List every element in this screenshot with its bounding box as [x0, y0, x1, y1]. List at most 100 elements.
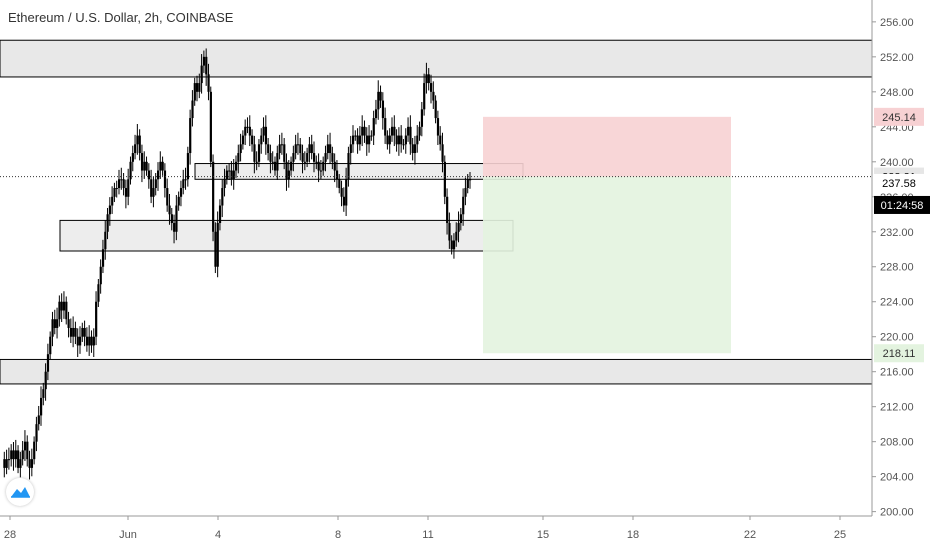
candle-body [241, 135, 245, 145]
candles-layer [3, 48, 472, 480]
candle-body [33, 441, 36, 460]
candle-body [205, 56, 208, 75]
candle-body [166, 188, 169, 206]
position-target-zone [483, 176, 731, 354]
candle-body [439, 135, 442, 145]
candle-body [85, 336, 89, 346]
candle-body [193, 83, 196, 101]
y-tick-label: 216.00 [880, 367, 914, 379]
candle-body [457, 223, 460, 232]
candle-body [331, 153, 334, 162]
candle-body [269, 153, 272, 162]
candle-body [391, 126, 394, 136]
candle-body [67, 319, 70, 328]
candle-body [216, 223, 219, 267]
candle-body [214, 231, 217, 267]
candle-body [459, 214, 463, 224]
tradingview-logo-icon[interactable] [6, 478, 34, 506]
candle-body [294, 144, 297, 154]
candle-body [329, 144, 332, 154]
candle-body [95, 301, 98, 337]
candle-body [230, 170, 233, 180]
candle-body [384, 118, 387, 136]
candle-body [361, 126, 364, 136]
candle-body [58, 301, 61, 320]
candle-body [120, 179, 123, 181]
candle-body [443, 161, 446, 197]
candle-body [372, 118, 375, 136]
candle-body [248, 126, 251, 136]
candle-body [340, 188, 343, 197]
price-tag-target-bg [874, 344, 924, 363]
candle-body [19, 459, 22, 468]
candle-body [177, 196, 180, 206]
candle-body [244, 126, 247, 136]
candle-body [5, 459, 8, 468]
candle-body [212, 161, 215, 232]
candle-body [168, 205, 171, 215]
candle-body [191, 100, 194, 119]
candle-body [416, 135, 419, 145]
candle-body [106, 214, 109, 232]
candle-body [425, 74, 428, 84]
candle-body [423, 83, 426, 110]
candle-body [115, 188, 118, 190]
candle-body [264, 126, 268, 145]
candle-body [23, 441, 27, 451]
candle-body [207, 74, 210, 92]
candle-body [12, 450, 15, 460]
candle-body [83, 327, 86, 337]
candle-body [147, 170, 151, 180]
candle-body [40, 397, 43, 416]
candle-body [432, 91, 435, 101]
zones-layer [0, 39, 873, 385]
candle-body [430, 83, 433, 92]
zone-support-216 [0, 358, 873, 385]
candle-body [299, 144, 302, 154]
candle-body [292, 153, 295, 162]
candle-body [161, 161, 164, 171]
price-tag-last-bg [874, 173, 924, 192]
candle-body [157, 170, 160, 180]
candle-body [44, 371, 47, 390]
candle-body [99, 266, 102, 285]
candle-body [134, 144, 137, 154]
candle-body [379, 91, 382, 101]
candle-body [335, 170, 339, 180]
y-tick-label: 232.00 [880, 227, 914, 239]
candle-body [221, 188, 224, 206]
candle-body [441, 144, 444, 162]
candle-body [349, 144, 352, 154]
candle-body [274, 161, 277, 171]
candle-body [143, 161, 146, 171]
candle-body [324, 153, 327, 162]
candle-body [303, 161, 307, 163]
candle-body [317, 161, 320, 171]
candle-body [326, 144, 329, 154]
candle-body [108, 205, 112, 215]
y-tick-label: 240.00 [880, 157, 914, 169]
candle-body [163, 170, 167, 189]
candle-body [218, 205, 222, 224]
candle-body [319, 170, 323, 172]
candle-body [97, 284, 100, 302]
candle-body [182, 179, 185, 189]
y-tick-label: 228.00 [880, 262, 914, 274]
candle-body [223, 179, 226, 189]
candle-body [104, 231, 107, 250]
candle-body [386, 135, 389, 145]
candle-body [436, 118, 440, 136]
x-tick-label: 15 [537, 529, 549, 541]
candle-body [46, 354, 50, 372]
candle-body [136, 135, 139, 145]
y-tick-label: 248.00 [880, 87, 914, 99]
candle-body [464, 188, 467, 197]
candle-body [28, 459, 31, 468]
candle-body [388, 135, 391, 145]
candle-body [356, 135, 359, 145]
candle-body [278, 144, 281, 154]
candle-body [122, 179, 125, 189]
candle-body [413, 144, 417, 154]
candle-body [60, 301, 63, 311]
